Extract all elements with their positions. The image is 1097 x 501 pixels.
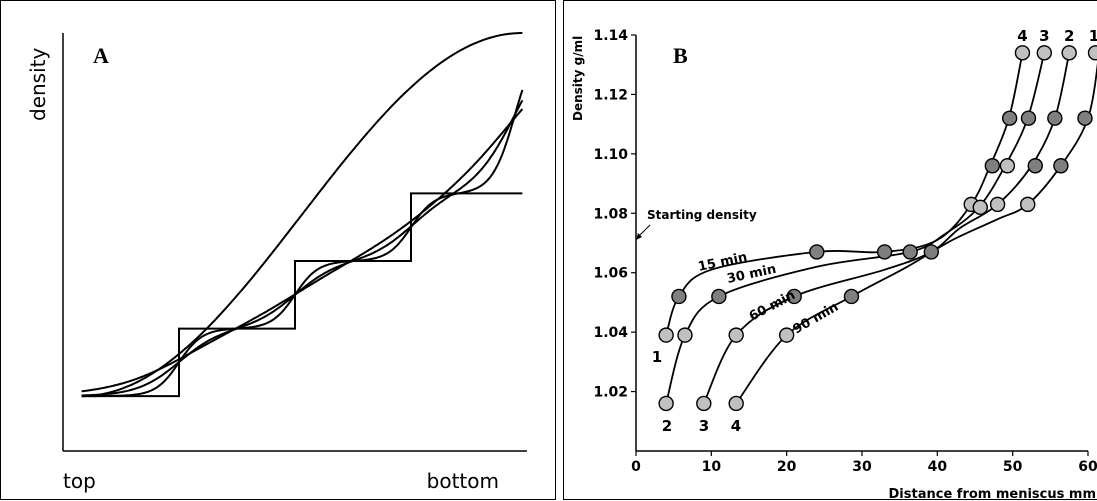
- chart-b-lines: [665, 52, 1097, 405]
- data-point: [671, 288, 687, 305]
- curve-a-diffused-1: [81, 89, 524, 398]
- top-series-label: 1: [1089, 27, 1097, 45]
- curve-b-series-4: [735, 62, 1097, 405]
- starting-density-annotation: Starting density: [647, 208, 757, 222]
- panel-a: A density top bottom: [0, 0, 556, 500]
- data-point: [786, 288, 802, 305]
- data-point: [696, 395, 712, 412]
- data-point: [902, 244, 918, 260]
- x-tick-label: 20: [777, 459, 797, 475]
- data-point: [677, 327, 693, 343]
- panel-b: B Density g/ml Distance from meniscus mm…: [563, 0, 1097, 501]
- data-point: [923, 244, 940, 260]
- top-series-label: 3: [1039, 27, 1049, 45]
- data-point: [809, 244, 825, 260]
- bottom-series-label: 4: [731, 417, 741, 435]
- data-point: [999, 158, 1016, 174]
- bottom-series-label: 2: [662, 417, 672, 435]
- data-point: [728, 395, 744, 412]
- data-point: [658, 395, 674, 412]
- data-point: [1077, 110, 1093, 126]
- x-tick-label: 60: [1078, 459, 1097, 475]
- x-tick-bottom: bottom: [427, 469, 499, 493]
- data-point: [728, 327, 744, 343]
- chart-b-points: [658, 45, 1097, 412]
- data-point: [876, 244, 893, 260]
- data-point: [1047, 110, 1063, 126]
- chart-a-svg: A density top bottom: [26, 32, 527, 493]
- x-tick-label: 40: [928, 459, 948, 475]
- y-tick-label: 1.02: [593, 385, 628, 401]
- top-series-label: 2: [1064, 27, 1074, 45]
- curve-b-series-2: [665, 52, 1046, 404]
- y-tick-label: 1.14: [593, 28, 628, 44]
- y-tick-label: 1.08: [593, 206, 628, 222]
- bottom-series-label: 3: [699, 417, 709, 435]
- data-point: [1053, 158, 1069, 174]
- data-point: [972, 199, 988, 216]
- data-point: [1001, 110, 1018, 126]
- data-point: [778, 327, 795, 343]
- x-tick-label: 30: [852, 459, 872, 475]
- data-point: [711, 288, 727, 305]
- x-tick-label: 10: [702, 459, 722, 475]
- y-axis-label-density: density: [26, 48, 50, 121]
- data-point: [1014, 45, 1031, 61]
- x-tick-top: top: [63, 469, 96, 493]
- data-point: [1036, 45, 1053, 61]
- chart-a-curves: [81, 32, 524, 398]
- x-axis-label: Distance from meniscus mm: [889, 487, 1096, 501]
- time-label-4: 90 min: [791, 300, 842, 338]
- x-tick-label: 0: [631, 459, 641, 475]
- y-tick-label: 1.06: [593, 266, 628, 282]
- bottom-series-label: 1: [652, 348, 662, 366]
- data-point: [1027, 158, 1043, 174]
- data-point: [1087, 45, 1097, 61]
- y-axis-label: Density g/ml: [571, 36, 585, 121]
- y-tick-label: 1.12: [593, 87, 628, 103]
- curve-a-linear: [81, 32, 523, 398]
- starting-density-arrow: [638, 224, 651, 237]
- curve-b-series-3: [702, 52, 1071, 404]
- data-point: [1020, 110, 1037, 126]
- curve-a-diffused-3: [81, 108, 524, 393]
- panel-a-label: A: [93, 43, 109, 68]
- data-point: [843, 288, 860, 305]
- top-series-label: 4: [1017, 27, 1027, 45]
- curve-a-diffused-2: [81, 99, 524, 397]
- starting-density-arrowhead: [636, 233, 642, 240]
- data-point: [1020, 196, 1036, 213]
- panel-b-label: B: [673, 43, 688, 68]
- y-tick-label: 1.04: [593, 325, 628, 341]
- curve-a-step: [81, 192, 523, 398]
- data-point: [989, 196, 1006, 213]
- y-tick-label: 1.10: [593, 147, 628, 163]
- chart-b-svg: B Density g/ml Distance from meniscus mm…: [571, 27, 1097, 501]
- x-tick-label: 50: [1003, 459, 1023, 475]
- chart-b-axes: 1.02 1.04 1.06 1.08 1.10 1.12 1.14 0 10 20 30 40 50 6…: [593, 28, 1097, 475]
- time-label-3: 60 min: [747, 288, 798, 325]
- data-point: [1061, 45, 1077, 61]
- data-point: [984, 158, 1001, 174]
- data-point: [658, 327, 674, 343]
